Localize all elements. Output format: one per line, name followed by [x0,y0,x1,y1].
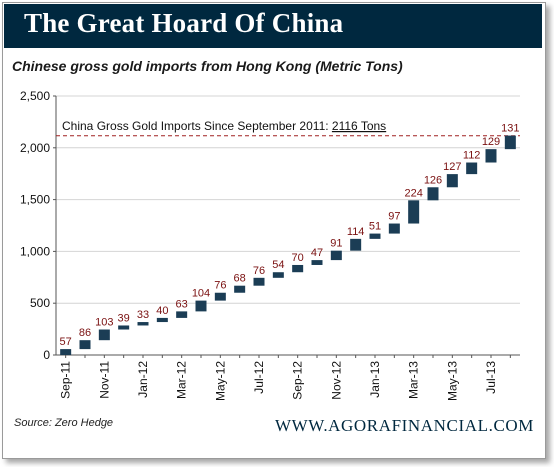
bar-value-label: 76 [253,265,265,277]
waterfall-bar [234,285,246,293]
x-tick-label: May-12 [213,361,227,401]
bar-value-label: 97 [388,211,400,223]
waterfall-bar [466,162,478,175]
x-tick-label: Jan-13 [368,361,382,398]
bar-value-label: 91 [330,238,342,250]
waterfall-bar [369,233,381,239]
waterfall-bar [446,174,458,188]
bars [60,135,516,355]
y-tick-label: 1,500 [20,193,50,207]
y-tick-label: 500 [30,296,50,310]
bar-value-label: 47 [311,247,323,259]
x-tick-label: Jul-13 [484,361,498,394]
waterfall-bar [292,264,304,273]
y-tick-label: 1,000 [20,244,50,258]
bar-value-label: 86 [79,327,91,339]
y-tick-label: 2,500 [20,89,50,103]
waterfall-bar [79,340,91,350]
y-tick-label: 2,000 [20,141,50,155]
x-tick-label: Nov-12 [329,361,343,400]
waterfall-bar [98,329,110,341]
bar-value-label: 51 [369,221,381,233]
gridlines [56,95,520,304]
bar-value-label: 104 [192,288,210,300]
x-tick-label: Mar-12 [175,361,189,399]
x-axis: Sep-11 Nov-11 Jan-12 Mar-12 May-12 Jul-12 Sep-… [56,354,520,401]
total-annotation: China Gross Gold Imports Since September… [62,119,386,133]
x-tick-label: Mar-13 [407,361,421,399]
waterfall-bar [311,260,323,265]
waterfall-bar [214,292,226,301]
publisher-credit: WWW.AGORAFINANCIAL.COM [274,416,534,435]
waterfall-bar [504,135,516,150]
title-banner: The Great Hoard Of China [4,4,542,48]
y-tick-label: 0 [43,348,50,362]
waterfall-bar [388,223,400,234]
x-tick-label: Jan-12 [136,361,150,398]
chart-subtitle: Chinese gross gold imports from Hong Kon… [12,58,403,74]
bar-value-label: 33 [137,309,149,321]
waterfall-bar [60,349,72,355]
bar-value-label: 112 [463,150,481,162]
chart-frame [2,2,546,459]
waterfall-bar [485,149,497,163]
bar-value-label: 40 [156,305,168,317]
page-title: The Great Hoard Of China [24,8,344,38]
x-tick-label: Sep-11 [59,361,73,399]
bar-value-label: 70 [292,252,304,264]
total-annotation-value: 2116 Tons [332,119,386,133]
x-tick-label: Nov-11 [97,361,111,399]
bar-value-label: 126 [424,174,442,186]
x-tick-label: Jul-12 [252,361,266,394]
bar-value-label: 103 [95,317,113,329]
bar-value-label: 76 [214,280,226,292]
waterfall-bar [195,300,207,312]
waterfall-bar [137,322,149,326]
waterfall-bar [118,325,130,330]
bar-value-label: 131 [501,123,519,135]
bar-value-label: 224 [404,187,422,199]
waterfall-bar [408,200,420,224]
waterfall-bar [253,277,265,286]
data-labels: 57 86 103 39 33 40 63 104 76 68 76 54 70 47 91 114 51 97 2… [60,123,520,349]
total-annotation-prefix: China Gross Gold Imports Since September… [62,119,332,133]
bar-value-label: 114 [347,226,365,238]
bar-value-label: 68 [234,273,246,285]
bar-value-label: 127 [443,161,461,173]
y-axis: 0 500 1,000 1,500 2,000 2,500 [20,89,57,362]
x-tick-label: Sep-12 [291,361,305,400]
bar-value-label: 54 [272,259,284,271]
x-tick-label: May-13 [445,361,459,401]
bar-value-label: 39 [118,312,130,324]
waterfall-bar [272,272,284,278]
bar-value-label: 129 [482,136,500,148]
bar-value-label: 63 [176,298,188,310]
waterfall-bar [330,250,342,261]
source-note: Source: Zero Hedge [14,417,114,429]
waterfall-bar [176,311,188,318]
waterfall-bar [427,187,439,201]
waterfall-bar [350,238,362,251]
waterfall-bar [156,317,168,323]
bar-value-label: 57 [60,336,72,348]
